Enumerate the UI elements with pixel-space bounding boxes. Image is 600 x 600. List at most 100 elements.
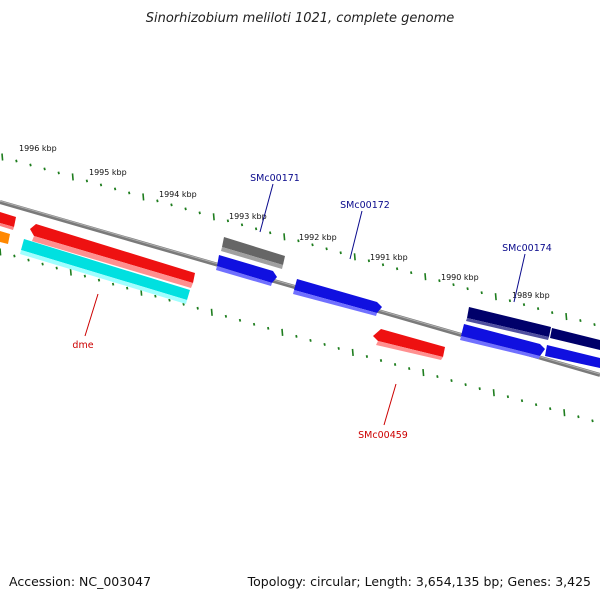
inner-tick-minor	[111, 282, 115, 286]
tick-label-1993: 1993 kbp	[229, 212, 267, 221]
inner-tick-minor	[41, 262, 44, 266]
inner-tick-minor	[450, 379, 453, 383]
inner-tick-minor	[126, 286, 129, 290]
outer-tick-minor	[113, 187, 117, 191]
outer-tick-minor	[508, 299, 512, 303]
genome-summary-text: Topology: circular; Length: 3,654,135 bp…	[247, 574, 591, 589]
feature-blue-smc00171[interactable]	[216, 255, 277, 286]
inner-tick-minor	[97, 278, 101, 282]
outer-tick-minor	[85, 179, 89, 183]
outer-tick-minor	[438, 279, 441, 283]
outer-tick-minor	[269, 231, 272, 235]
feature-blue-smc00172[interactable]	[293, 279, 382, 316]
inner-tick-minor	[393, 363, 397, 366]
outer-tick-minor	[15, 159, 18, 163]
inner-tick-major	[492, 389, 495, 397]
outer-tick-minor	[480, 291, 483, 295]
inner-tick-minor	[436, 375, 439, 379]
leader-line-smc00172	[349, 210, 363, 260]
inner-tick-minor	[182, 302, 185, 306]
feature-gray[interactable]	[221, 237, 285, 269]
outer-tick-major	[353, 253, 356, 261]
tick-label-1992: 1992 kbp	[299, 233, 337, 242]
feature-red-dme[interactable]	[30, 224, 195, 288]
outer-tick-minor	[395, 267, 399, 271]
outer-tick-minor	[367, 259, 371, 263]
outer-tick-major	[494, 293, 497, 301]
inner-tick-minor	[309, 338, 312, 342]
tick-label-1995: 1995 kbp	[89, 168, 127, 177]
tick-label-1991: 1991 kbp	[370, 253, 408, 262]
outer-tick-minor	[551, 311, 554, 315]
feature-cyan[interactable]	[20, 239, 190, 304]
outer-tick-minor	[536, 307, 540, 311]
gene-label-dme[interactable]: dme	[72, 340, 93, 351]
outer-tick-major	[212, 213, 215, 221]
inner-tick-minor	[365, 355, 369, 358]
inner-tick-minor	[478, 387, 481, 391]
inner-tick-minor	[238, 318, 242, 322]
outer-tick-minor	[198, 211, 201, 215]
feature-red-left-edge[interactable]	[0, 212, 16, 230]
outer-tick-minor	[240, 223, 244, 227]
inner-tick-minor	[83, 274, 87, 278]
outer-tick-major	[283, 233, 286, 241]
inner-tick-major	[69, 268, 72, 276]
feature-navy-2[interactable]	[550, 328, 600, 350]
gene-label-smc00174[interactable]: SMc00174	[502, 243, 552, 254]
inner-tick-minor	[252, 322, 256, 326]
outer-tick-minor	[57, 171, 60, 175]
outer-tick-minor	[381, 263, 385, 267]
inner-tick-minor	[337, 346, 340, 350]
tick-label-1990: 1990 kbp	[441, 273, 479, 282]
outer-tick-minor	[99, 183, 103, 187]
feature-blue-right-edge[interactable]	[545, 345, 600, 368]
inner-tick-minor	[464, 383, 467, 387]
outer-tick-major	[565, 313, 568, 321]
inner-tick-ring	[0, 248, 594, 423]
inner-tick-major	[281, 328, 284, 336]
inner-tick-major	[0, 248, 2, 256]
outer-tick-minor	[297, 239, 300, 243]
outer-tick-minor	[466, 287, 469, 291]
outer-tick-major	[142, 193, 145, 201]
leader-line-smc00171	[259, 183, 274, 233]
inner-tick-minor	[408, 367, 411, 370]
feature-red-smc00459[interactable]	[373, 329, 445, 360]
inner-tick-minor	[323, 342, 326, 346]
outer-tick-minor	[579, 319, 582, 323]
inner-tick-minor	[13, 254, 16, 258]
outer-tick-major	[71, 173, 74, 181]
gene-label-smc00459[interactable]: SMc00459	[358, 430, 408, 441]
inner-tick-minor	[267, 326, 270, 330]
inner-tick-minor	[520, 399, 524, 403]
outer-tick-minor	[325, 247, 328, 251]
leader-line-dme	[84, 293, 99, 337]
outer-tick-minor	[339, 251, 342, 255]
outer-tick-minor	[29, 163, 32, 167]
inner-tick-minor	[534, 403, 538, 407]
outer-tick-minor	[184, 207, 187, 211]
inner-tick-minor	[577, 415, 580, 419]
gene-label-smc00172[interactable]: SMc00172	[340, 200, 390, 211]
inner-tick-minor	[591, 419, 594, 423]
inner-tick-minor	[196, 306, 199, 310]
accession-text: Accession: NC_003047	[9, 574, 151, 589]
outer-tick-major	[424, 273, 427, 281]
leader-line-smc00459	[383, 383, 397, 426]
gene-label-smc00171[interactable]: SMc00171	[250, 173, 300, 184]
tick-label-1994: 1994 kbp	[159, 190, 197, 199]
inner-tick-major	[210, 308, 213, 316]
outer-tick-minor	[156, 199, 159, 203]
inner-tick-major	[422, 368, 425, 377]
outer-tick-minor	[522, 303, 526, 307]
feature-navy-1[interactable]	[466, 307, 551, 340]
feature-blue-smc00174[interactable]	[460, 324, 545, 359]
feature-orange-left-edge[interactable]	[0, 231, 10, 244]
outer-tick-minor	[170, 203, 173, 207]
inner-tick-minor	[27, 258, 30, 262]
outer-tick-ring	[1, 153, 596, 327]
outer-tick-minor	[311, 243, 314, 247]
inner-tick-minor	[549, 407, 552, 411]
